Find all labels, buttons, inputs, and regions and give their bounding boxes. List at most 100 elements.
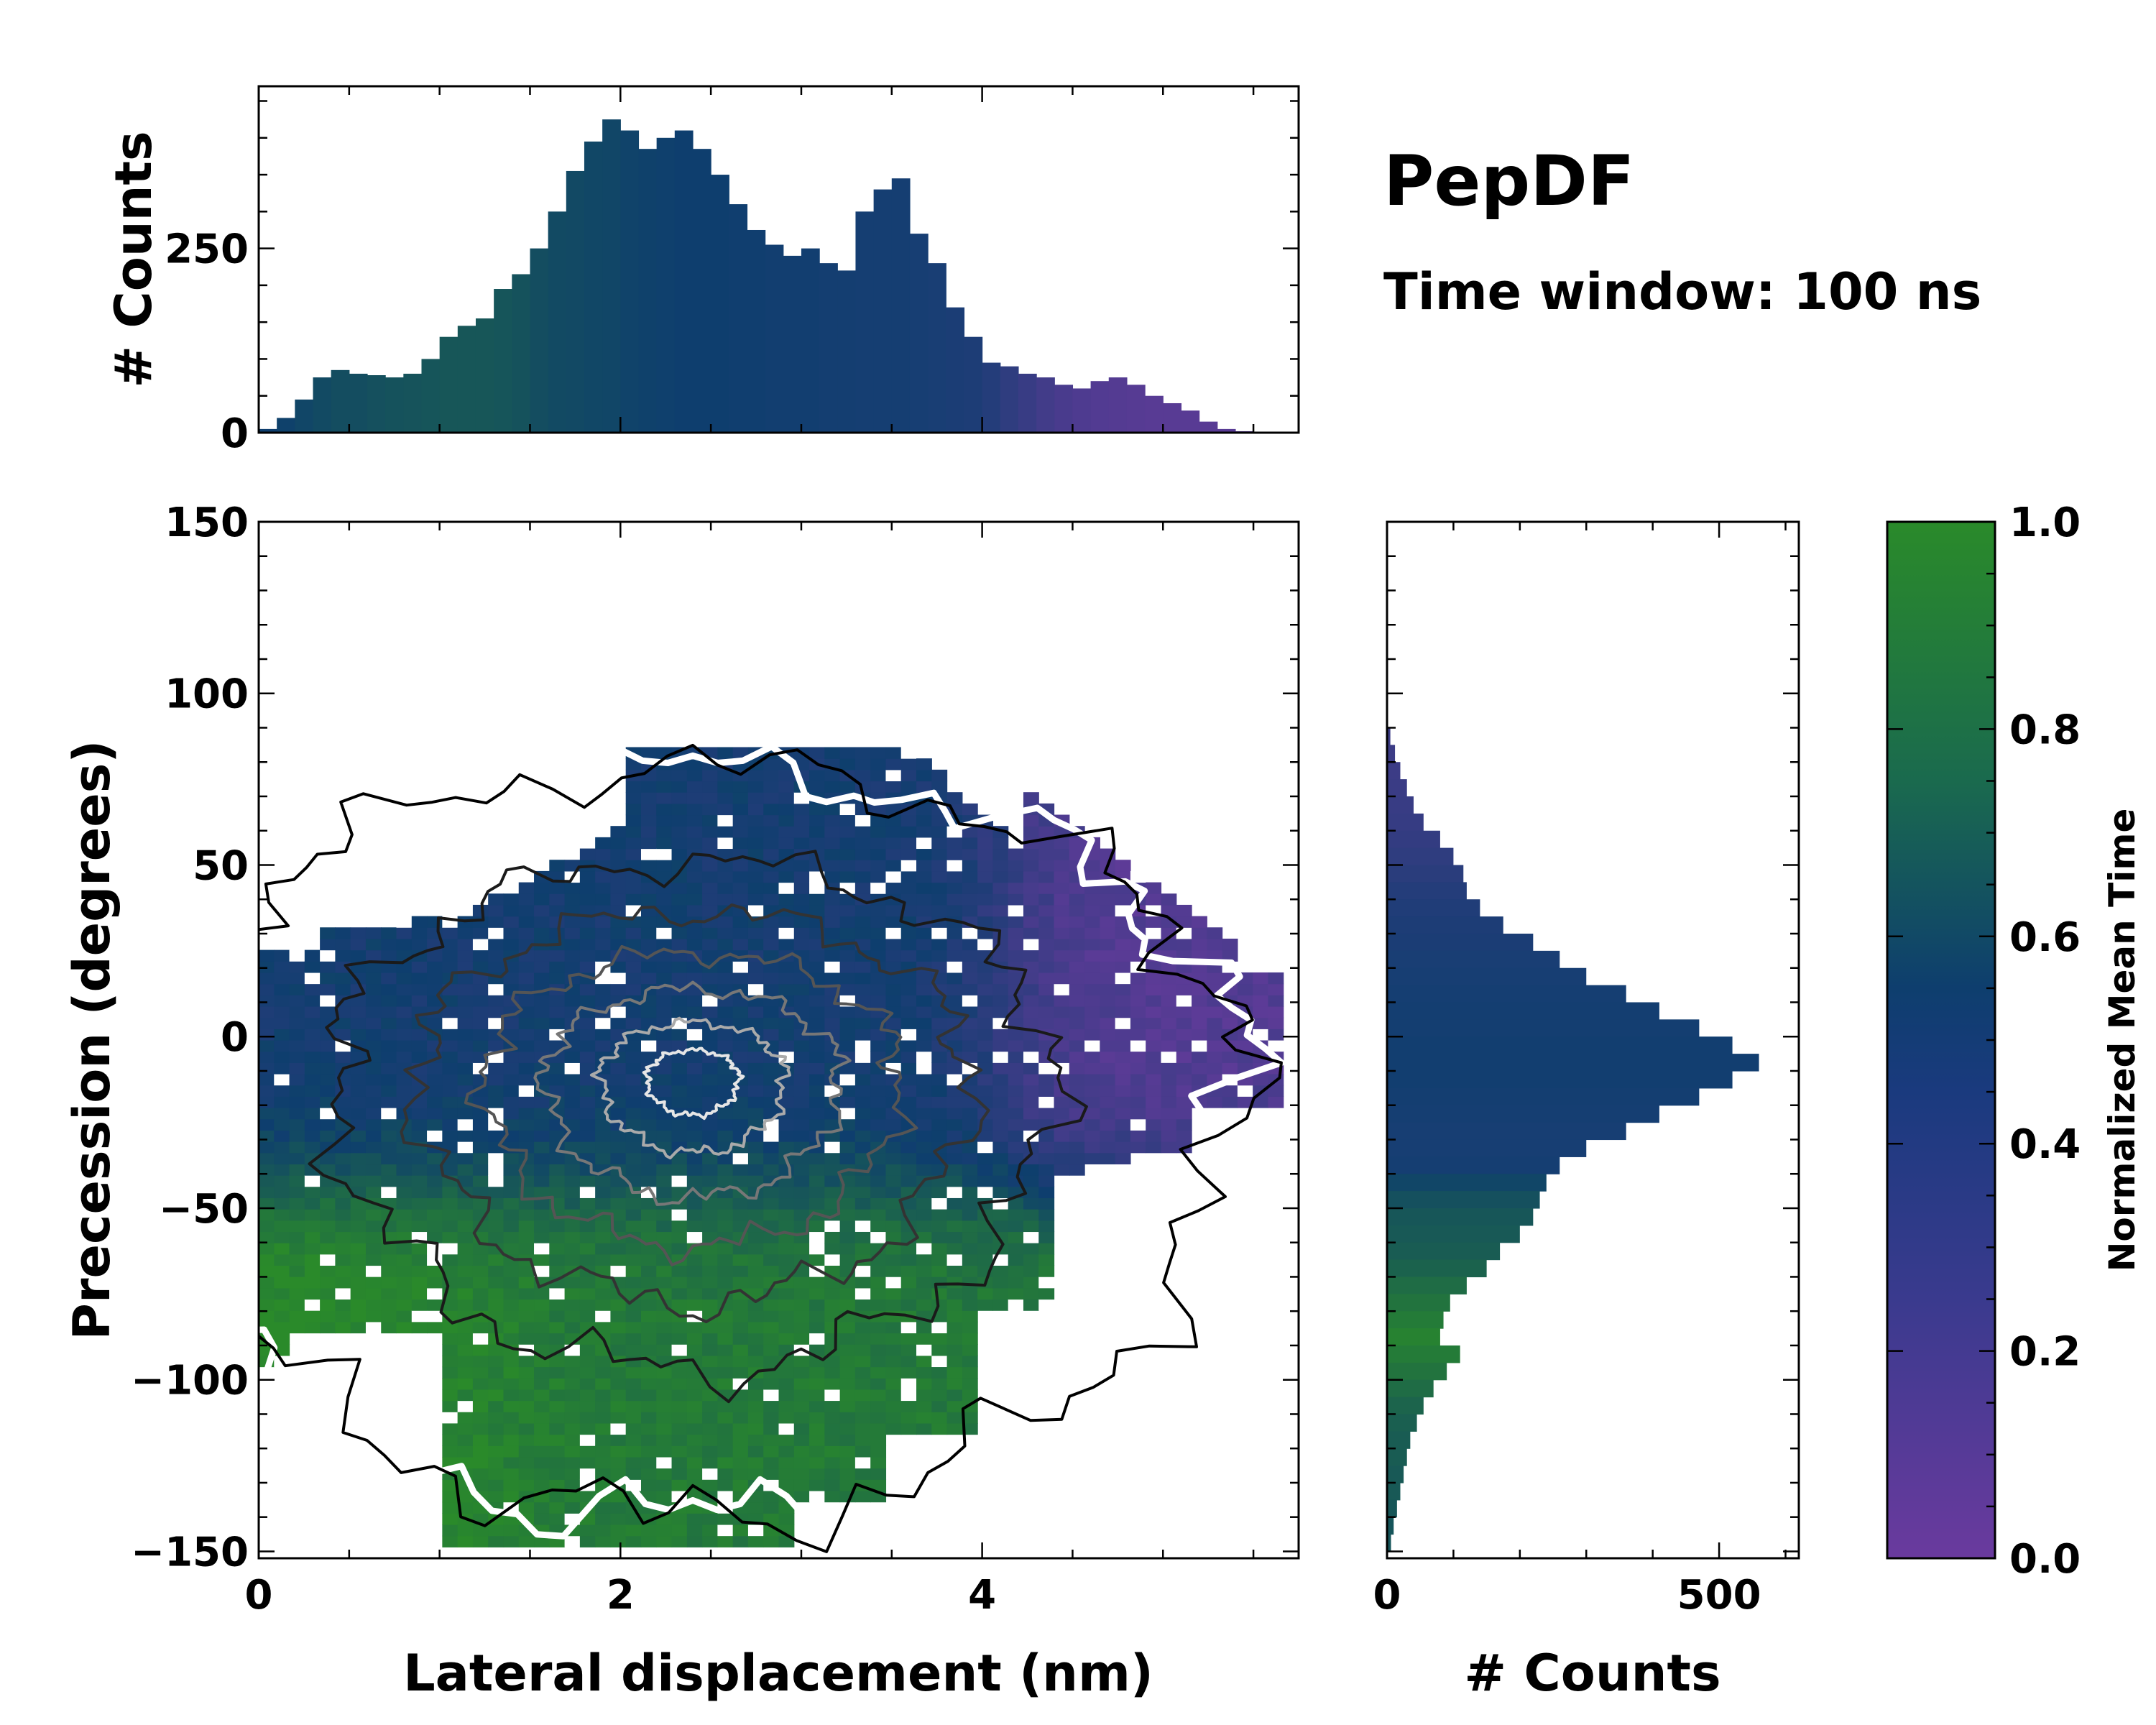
right-histogram: 0 500 # Counts bbox=[1373, 520, 1800, 1703]
heatmap-cell bbox=[809, 1085, 825, 1097]
heatmap-cell bbox=[457, 1062, 474, 1075]
heatmap-cell bbox=[640, 1344, 657, 1356]
heatmap-cell bbox=[564, 949, 581, 962]
heatmap-cell bbox=[763, 803, 780, 816]
heatmap-cell bbox=[732, 1051, 749, 1063]
heatmap-cell bbox=[1161, 916, 1177, 928]
heatmap-cell bbox=[900, 1152, 917, 1165]
heatmap-cell bbox=[839, 1321, 856, 1334]
heatmap-cell bbox=[1023, 1299, 1039, 1311]
heatmap-cell bbox=[854, 1141, 871, 1154]
heatmap-cell bbox=[457, 1175, 474, 1187]
heatmap-cell bbox=[610, 1412, 627, 1424]
top-histogram-frame bbox=[257, 85, 1300, 434]
heatmap-cell bbox=[1038, 927, 1055, 939]
heatmap-cell bbox=[1008, 1029, 1024, 1041]
heatmap-empty-cell bbox=[854, 1456, 871, 1469]
heatmap-cell bbox=[625, 1524, 642, 1537]
heatmap-cell bbox=[534, 1535, 550, 1547]
heatmap-cell bbox=[839, 1141, 856, 1154]
heatmap-cell bbox=[549, 1355, 566, 1368]
heatmap-cell bbox=[457, 1422, 474, 1435]
heatmap-cell bbox=[549, 1085, 566, 1097]
heatmap-cell bbox=[1054, 904, 1070, 917]
heatmap-cell bbox=[442, 1299, 459, 1311]
main-ytick-label: −50 bbox=[159, 1186, 249, 1233]
heatmap-cell bbox=[427, 1062, 443, 1075]
heatmap-cell bbox=[457, 1029, 474, 1041]
heatmap-cell bbox=[396, 1164, 413, 1176]
heatmap-cell bbox=[946, 1118, 963, 1131]
heatmap-cell bbox=[686, 893, 703, 906]
heatmap-cell bbox=[289, 1096, 305, 1108]
heatmap-cell bbox=[549, 1152, 566, 1165]
heatmap-cell bbox=[472, 1321, 489, 1334]
heatmap-cell bbox=[564, 927, 581, 939]
heatmap-cell bbox=[702, 1456, 718, 1469]
heatmap-cell bbox=[1054, 1051, 1070, 1063]
heatmap-cell bbox=[1069, 983, 1085, 995]
heatmap-cell bbox=[1069, 972, 1085, 985]
heatmap-cell bbox=[564, 1186, 581, 1199]
heatmap-cell bbox=[320, 927, 336, 939]
heatmap-cell bbox=[595, 870, 612, 883]
heatmap-cell bbox=[946, 1310, 963, 1322]
heatmap-cell bbox=[870, 1096, 887, 1108]
heatmap-cell bbox=[259, 1220, 275, 1233]
top-histogram-ylabel: # Counts bbox=[104, 131, 163, 387]
heatmap-cell bbox=[916, 1412, 932, 1424]
heatmap-cell bbox=[1084, 972, 1100, 985]
heatmap-cell bbox=[595, 1400, 612, 1412]
heatmap-cell bbox=[916, 949, 932, 962]
heatmap-cell bbox=[793, 1456, 810, 1469]
colorbar-label: Normalized Mean Time bbox=[2101, 809, 2143, 1272]
heatmap-cell bbox=[640, 1164, 657, 1176]
heatmap-cell bbox=[870, 1175, 887, 1187]
heatmap-cell bbox=[916, 1152, 932, 1165]
heatmap-cell bbox=[747, 1412, 764, 1424]
heatmap-cell bbox=[671, 893, 688, 906]
heatmap-empty-cell bbox=[488, 927, 504, 939]
heatmap-cell bbox=[457, 1524, 474, 1537]
heatmap-cell bbox=[259, 1243, 275, 1255]
heatmap-cell bbox=[946, 1209, 963, 1221]
heatmap-cell bbox=[732, 1321, 749, 1334]
heatmap-cell bbox=[472, 1287, 489, 1300]
heatmap-cell bbox=[900, 814, 917, 827]
heatmap-cell bbox=[931, 1108, 948, 1120]
heatmap-cell bbox=[717, 1412, 734, 1424]
heatmap-cell bbox=[1084, 927, 1100, 939]
heatmap-cell bbox=[564, 1287, 581, 1300]
heatmap-cell bbox=[809, 1366, 825, 1379]
heatmap-cell bbox=[686, 882, 703, 894]
heatmap-cell bbox=[640, 860, 657, 872]
heatmap-cell bbox=[579, 1220, 596, 1233]
heatmap-cell bbox=[595, 995, 612, 1007]
heatmap-cell bbox=[350, 1321, 367, 1334]
heatmap-cell bbox=[839, 1468, 856, 1480]
top-histogram-bar bbox=[530, 248, 549, 433]
heatmap-cell bbox=[1008, 1197, 1024, 1210]
heatmap-cell bbox=[625, 1085, 642, 1097]
heatmap-cell bbox=[320, 972, 336, 985]
heatmap-cell bbox=[442, 1118, 459, 1131]
heatmap-cell bbox=[702, 1355, 718, 1368]
heatmap-cell bbox=[916, 1287, 932, 1300]
heatmap-cell bbox=[1084, 961, 1100, 973]
heatmap-cell bbox=[518, 1220, 535, 1233]
heatmap-cell bbox=[1100, 1152, 1116, 1165]
heatmap-cell bbox=[259, 1231, 275, 1243]
heatmap-cell bbox=[946, 1040, 963, 1052]
heatmap-cell bbox=[442, 1366, 459, 1379]
right-histogram-bar bbox=[1387, 813, 1424, 832]
heatmap-cell bbox=[870, 1118, 887, 1131]
heatmap-cell bbox=[457, 1197, 474, 1210]
heatmap-cell bbox=[900, 837, 917, 850]
heatmap-cell bbox=[1176, 1029, 1192, 1041]
heatmap-cell bbox=[916, 758, 932, 770]
top-histogram-bar bbox=[349, 373, 368, 433]
heatmap-cell bbox=[564, 1085, 581, 1097]
heatmap-empty-cell bbox=[488, 1118, 504, 1131]
heatmap-cell bbox=[625, 870, 642, 883]
heatmap-empty-cell bbox=[1023, 1231, 1039, 1243]
